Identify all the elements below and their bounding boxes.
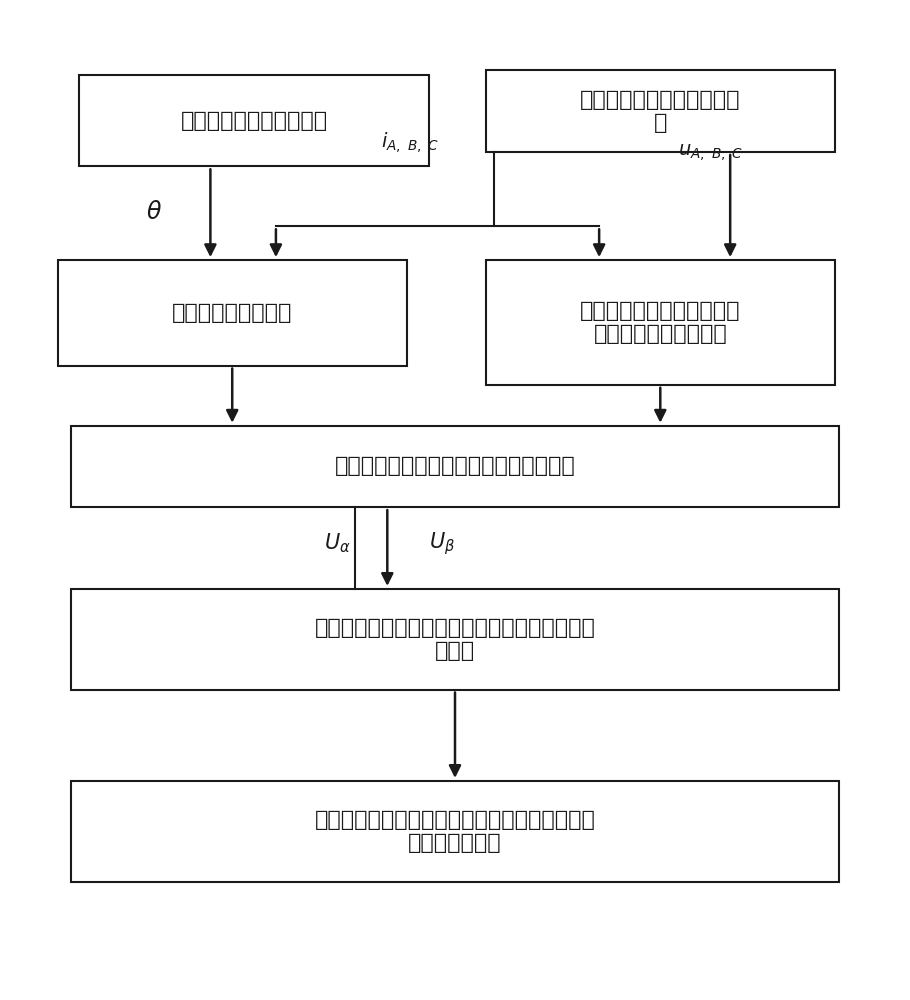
Text: $\mathit{u}_{A,\ B,\ C}$: $\mathit{u}_{A,\ B,\ C}$ [678,142,743,163]
Text: 计算出两相静止坐标系下的空间电压矢量: 计算出两相静止坐标系下的空间电压矢量 [335,456,575,476]
Bar [71,589,839,690]
Text: $U_{\alpha}$: $U_{\alpha}$ [324,531,350,555]
Bar [79,75,429,166]
Bar [486,70,835,152]
Bar [71,426,839,507]
Text: $U_{\beta}$: $U_{\beta}$ [429,530,455,557]
Text: 控制开关磁阻电机改变当前所输出的电机反馈转
矩以及反馈磁链: 控制开关磁阻电机改变当前所输出的电机反馈转 矩以及反馈磁链 [315,810,595,853]
Text: 计算出电机反馈转矩: 计算出电机反馈转矩 [172,303,292,323]
Text: $\mathit{\theta}$: $\mathit{\theta}$ [146,200,162,224]
Text: $\mathit{i}_{A,\ B,\ C}$: $\mathit{i}_{A,\ B,\ C}$ [380,130,440,155]
Text: 调制前述所确定的空间电压矢量并输出对应的脉
冲信号: 调制前述所确定的空间电压矢量并输出对应的脉 冲信号 [315,618,595,661]
Bar [57,260,407,366]
Text: 三相电流信号、三相电压信
号: 三相电流信号、三相电压信 号 [580,90,741,133]
Text: 计算出反馈磁链以及所述反
馈磁链的位置角度信息: 计算出反馈磁链以及所述反 馈磁链的位置角度信息 [580,301,741,344]
Bar [71,781,839,882]
Text: 计算出转子位置角度信息: 计算出转子位置角度信息 [180,111,328,131]
Bar [486,260,835,385]
